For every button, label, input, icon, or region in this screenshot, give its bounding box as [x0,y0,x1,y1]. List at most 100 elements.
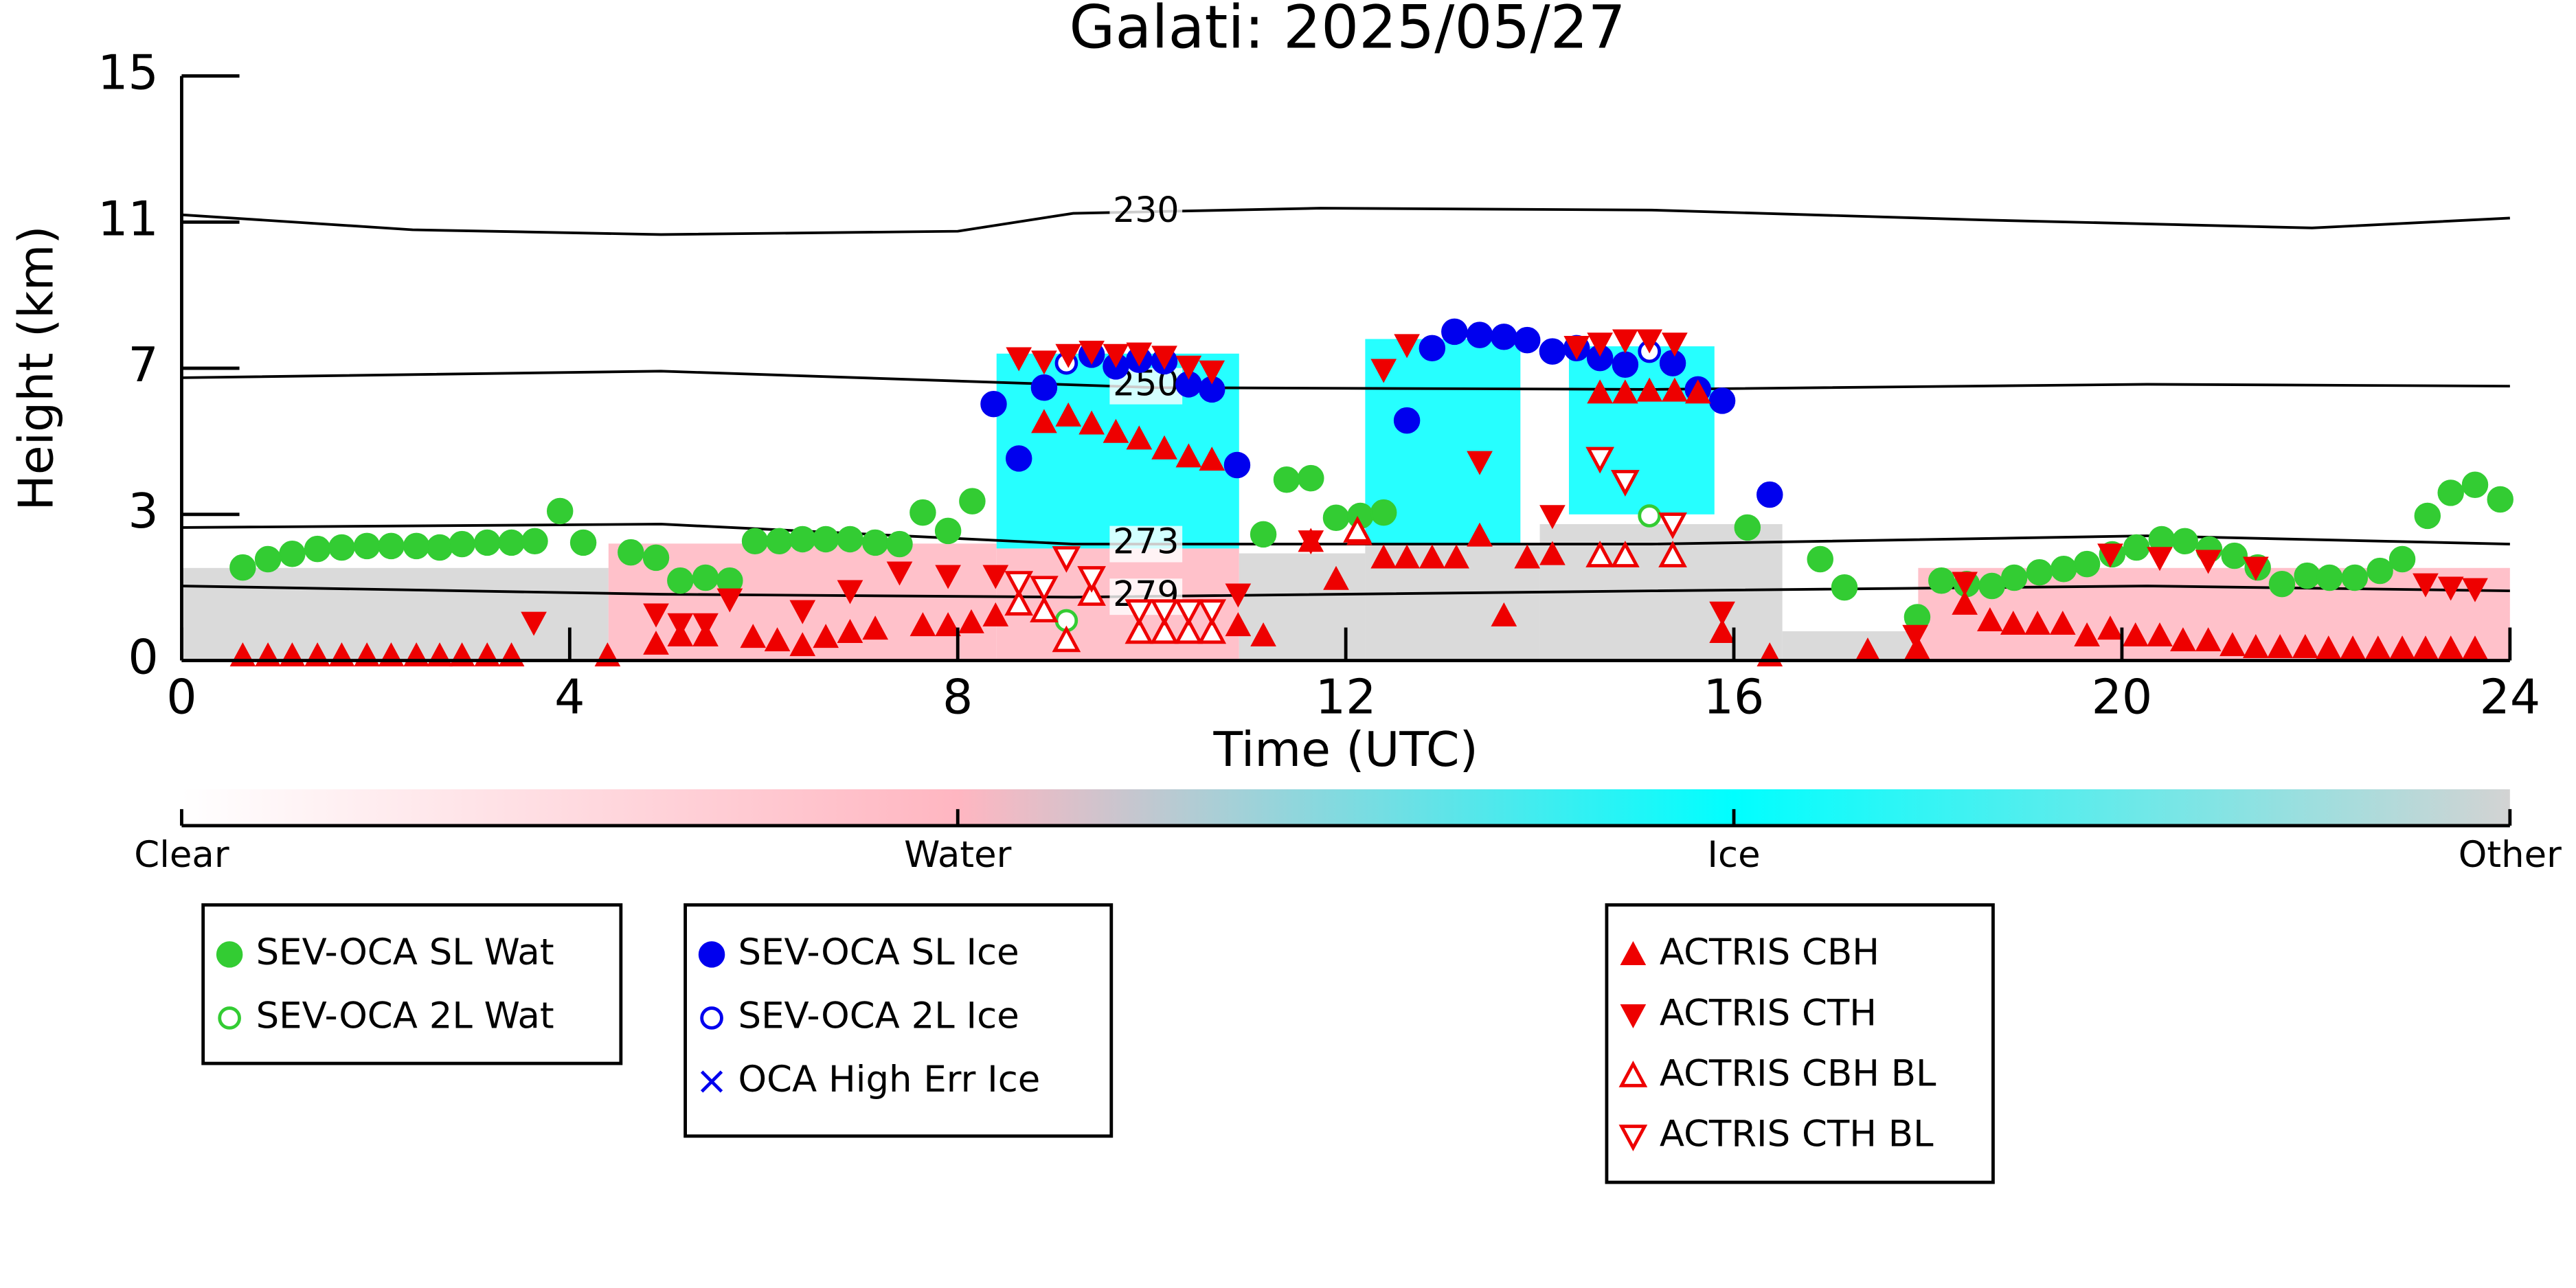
x-tick-label: 20 [2092,669,2153,725]
y-axis-label: Height (km) [9,225,65,510]
marker-triangle-up [2024,610,2050,635]
marker-triangle-up [1250,622,1276,646]
marker-triangle-down [1030,576,1059,603]
colorbar-label: Clear [134,834,229,876]
marker-triangle-up [1394,544,1420,569]
legend-label: ACTRIS CTH [1660,992,1877,1034]
marker-triangle-up [1052,625,1081,653]
marker-circle [667,567,694,594]
marker-triangle-down [1394,334,1420,359]
marker-triangle-down [1126,342,1153,367]
contour-label: 230 [1113,190,1179,230]
marker-triangle-down [1636,329,1663,354]
marker-circle [229,554,256,581]
colorbar-label: Water [904,834,1012,876]
marker-triangle-down [2195,550,2222,574]
y-tick-label: 3 [128,484,158,539]
marker-triangle-up [1199,447,1225,471]
marker-circle [254,545,282,573]
cloud-curtain [1782,631,1919,661]
marker-triangle-up [1658,541,1687,567]
marker-circle [1612,351,1639,378]
marker-circle [1928,567,1955,594]
marker-triangle-up [2097,615,2123,640]
marker-circle [1322,504,1350,531]
marker-triangle-up [1343,516,1372,543]
marker-triangle-up [1443,544,1469,569]
marker-triangle-down [1585,447,1614,474]
marker-circle [426,534,453,561]
marker-circle [812,526,839,553]
marker-triangle-up [1977,607,2003,632]
marker-triangle-up [1174,617,1204,644]
marker-triangle-up [740,624,767,648]
temperature-contour [181,585,2510,599]
legend-box [201,903,623,1065]
marker-triangle-down [521,611,547,636]
marker-triangle-up [2462,635,2488,660]
marker-circle [1491,324,1517,350]
marker-circle [2341,564,2369,591]
marker-circle [1393,407,1421,434]
marker-circle [2171,528,2198,555]
marker-triangle-down [1539,505,1566,530]
marker-circle [1466,321,1493,348]
marker-triangle-up [2242,634,2269,659]
marker-circle [692,564,719,591]
marker-circle [766,528,793,555]
marker-triangle-up [1709,619,1735,644]
marker-circle [934,517,962,545]
legend-label: ACTRIS CBH [1660,931,1879,973]
marker-triangle-up [2195,627,2222,652]
cloud-curtain [1568,346,1715,515]
marker-circle [2050,555,2077,583]
marker-circle [1708,387,1736,414]
x-tick-label: 0 [166,669,196,725]
marker-triangle-down [1004,571,1034,598]
marker-circle [2414,502,2441,530]
marker-triangle-up [643,631,669,655]
x-tick-label: 8 [942,669,973,725]
marker-circle [959,488,986,515]
x-tick-label: 24 [2479,669,2540,725]
marker-triangle-up [982,602,1009,626]
marker-triangle-down [2437,576,2464,601]
marker-triangle-up [2389,635,2415,660]
marker-triangle-up [789,632,816,657]
marker-triangle-up [1514,544,1541,569]
temperature-contour [181,370,2510,391]
marker-circle [2437,479,2464,506]
marker-circle [789,526,816,553]
marker-triangle-up [2340,635,2366,660]
marker-circle [498,529,525,556]
marker-triangle-up [1370,544,1397,569]
marker-triangle-up [2267,634,2293,659]
marker-triangle-up [1952,590,1978,615]
marker-triangle-down [1225,583,1252,608]
temperature-contour [181,207,2510,236]
marker-x [700,1070,723,1093]
marker-triangle-up [1419,544,1445,569]
legend-label: ACTRIS CTH BL [1660,1114,1934,1155]
marker-circle [2026,558,2053,586]
marker-circle [403,532,430,560]
marker-triangle-up [1197,617,1227,644]
marker-triangle-down [1658,512,1687,539]
marker-circle [618,539,644,566]
marker-triangle-down [1006,347,1032,372]
marker-circle [741,528,769,555]
marker-circle [279,541,306,567]
y-tick-label: 7 [128,337,158,393]
legend-label: OCA High Err Ice [738,1059,1041,1100]
marker-triangle-down [1618,1125,1648,1151]
marker-triangle-up [2437,635,2464,660]
marker-triangle-up [2122,622,2149,646]
x-axis-label: Time (UTC) [1212,722,1478,778]
marker-circle [1419,335,1446,362]
legend-label: SEV-OCA SL Ice [738,931,1019,973]
marker-circle [569,529,597,556]
marker-triangle-up [1539,541,1566,565]
marker-circle [980,390,1007,418]
marker-triangle-up [1225,612,1252,637]
marker-triangle-up [2219,632,2246,657]
